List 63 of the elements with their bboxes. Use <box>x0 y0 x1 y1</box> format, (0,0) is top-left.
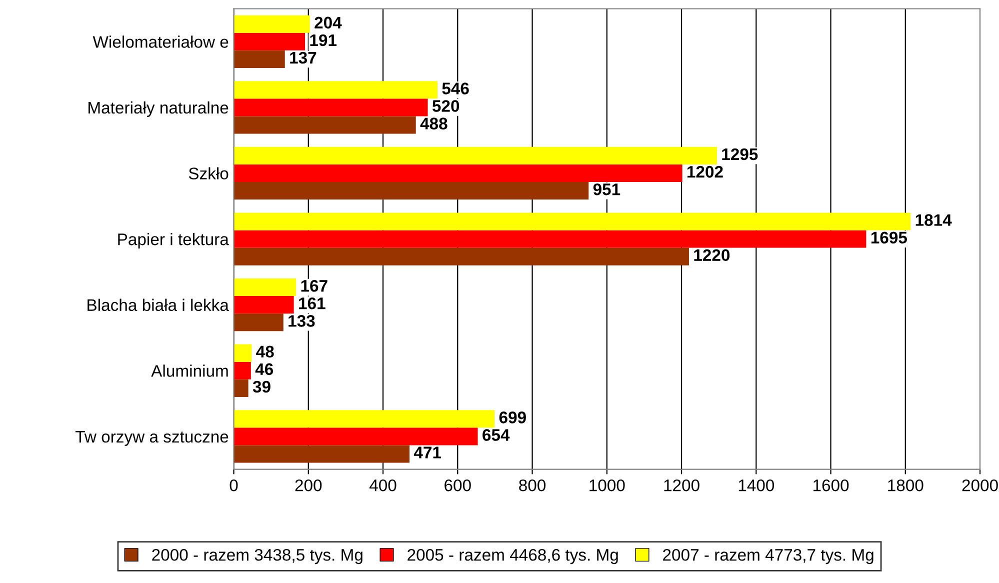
data-label: 46 <box>255 363 274 376</box>
bar <box>234 410 495 428</box>
legend-label: 2005 - razem 4468,6 tys. Mg <box>408 548 618 564</box>
bar <box>234 379 248 397</box>
data-label: 471 <box>414 446 442 458</box>
x-tick-label: 2000 <box>962 479 998 492</box>
data-label: 48 <box>256 346 274 358</box>
data-label: 520 <box>432 100 460 112</box>
data-label: 488 <box>420 118 448 130</box>
y-tick-label: Szkło <box>188 167 228 180</box>
x-tick-label: 1600 <box>814 479 849 492</box>
data-label: 167 <box>301 280 328 292</box>
bar <box>234 314 284 332</box>
bar <box>234 182 589 200</box>
data-label: 1814 <box>916 214 952 226</box>
x-tick-label: 600 <box>444 479 471 492</box>
x-tick-label: 1400 <box>738 479 774 492</box>
data-label: 161 <box>299 298 326 310</box>
y-tick-label: Aluminium <box>151 364 228 377</box>
legend-label: 2007 - razem 4773,7 tys. Mg <box>663 548 874 564</box>
y-tick-label: Papier i tektura <box>118 232 229 249</box>
bar <box>234 116 416 134</box>
bar <box>234 278 296 296</box>
legend-label: 2000 - razem 3438,5 tys. Mg <box>152 548 362 564</box>
data-label: 1202 <box>687 166 723 178</box>
x-tick-label: 1200 <box>664 479 700 492</box>
bar <box>234 15 310 33</box>
bar <box>234 362 251 380</box>
x-tick-label: 1000 <box>590 479 625 492</box>
x-tick-label: 0 <box>230 479 238 492</box>
x-tick-label: 1800 <box>888 479 924 492</box>
data-label: 1695 <box>871 232 907 244</box>
data-label: 204 <box>314 16 342 29</box>
data-label: 1220 <box>694 249 730 262</box>
bar <box>234 296 294 314</box>
x-tick-label: 800 <box>519 479 546 492</box>
data-label: 951 <box>593 183 620 196</box>
bar <box>234 146 717 164</box>
y-tick-label: Blacha biała i lekka <box>88 298 229 312</box>
bar <box>234 164 682 182</box>
data-label: 699 <box>499 412 526 424</box>
y-tick-label: Tw orzyw a sztuczne <box>76 430 228 446</box>
bar <box>234 445 410 463</box>
bar <box>234 428 478 446</box>
bar <box>234 50 285 68</box>
bar <box>234 344 252 362</box>
bar <box>234 32 306 50</box>
y-tick-label: Materiały naturalne <box>88 101 228 117</box>
bar <box>234 81 438 99</box>
data-label: 39 <box>252 380 270 393</box>
bar <box>234 230 866 248</box>
data-label: 546 <box>442 82 469 94</box>
bar <box>234 98 428 116</box>
y-tick-label: Wielomateriałow e <box>92 36 228 48</box>
bar <box>234 212 911 230</box>
x-tick-label: 200 <box>295 479 322 492</box>
data-label: 191 <box>310 34 337 46</box>
bar <box>234 248 689 266</box>
data-label: 654 <box>482 429 510 441</box>
data-label: 137 <box>290 52 316 64</box>
data-label: 133 <box>288 315 315 327</box>
x-tick-label: 400 <box>369 479 396 492</box>
data-label: 1295 <box>722 148 758 160</box>
